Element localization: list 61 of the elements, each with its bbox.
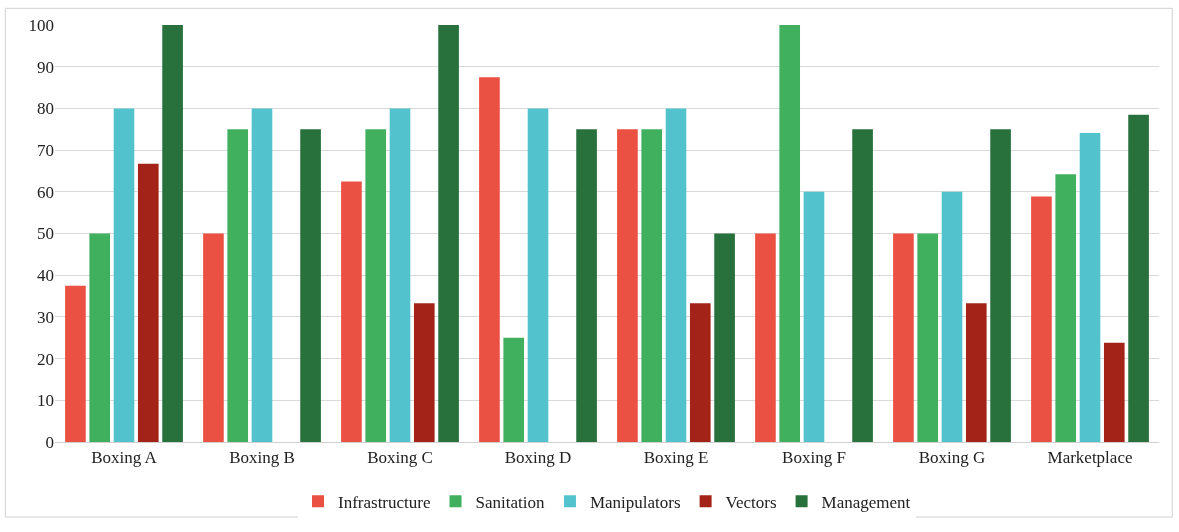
- bar: [365, 129, 387, 442]
- bar: [965, 303, 987, 442]
- x-tick-label: Boxing E: [643, 448, 709, 468]
- bar: [438, 25, 459, 442]
- x-tick-label: Boxing A: [91, 448, 158, 468]
- x-tick-label: Boxing G: [918, 448, 986, 468]
- legend-label: Vectors: [725, 492, 777, 512]
- legend-label: Infrastructure: [338, 492, 431, 512]
- bar: [779, 25, 801, 442]
- bar: [113, 108, 135, 442]
- bar: [1031, 196, 1052, 442]
- x-tick-label: Boxing C: [367, 448, 433, 468]
- bar: [479, 77, 500, 442]
- bar: [576, 129, 597, 442]
- bar: [893, 233, 914, 442]
- bar: [755, 233, 776, 442]
- bar: [1055, 174, 1077, 442]
- y-tick-label: 70: [37, 141, 54, 161]
- bar: [689, 303, 711, 442]
- bar: [413, 303, 435, 442]
- bar: [300, 129, 321, 442]
- y-tick-label: 0: [45, 432, 54, 452]
- bar: [1103, 342, 1125, 442]
- bar: [1128, 114, 1149, 442]
- y-tick-label: 50: [37, 224, 54, 244]
- y-tick-label: 90: [37, 57, 54, 77]
- bar: [203, 233, 224, 442]
- y-tick-label: 100: [28, 15, 54, 35]
- y-tick-label: 30: [37, 307, 54, 327]
- y-tick-label: 60: [37, 182, 54, 202]
- x-tick-label: Boxing B: [229, 448, 295, 468]
- bar: [852, 129, 873, 442]
- bar: [227, 129, 249, 442]
- legend-label: Manipulators: [589, 492, 681, 512]
- bar: [251, 108, 273, 442]
- y-tick-label: 20: [37, 349, 54, 369]
- legend-label: Sanitation: [475, 492, 545, 512]
- x-tick-label: Boxing F: [782, 448, 846, 468]
- y-tick-label: 40: [37, 266, 54, 286]
- bar: [617, 129, 638, 442]
- bar: [665, 108, 687, 442]
- bar: [389, 108, 411, 442]
- bar: [941, 191, 963, 442]
- bar: [527, 108, 549, 442]
- bar: [503, 337, 525, 442]
- bar: [162, 25, 183, 442]
- bar: [641, 129, 663, 442]
- bar: [917, 233, 939, 442]
- bar: [803, 191, 825, 442]
- y-tick-label: 10: [37, 391, 54, 411]
- bar: [990, 129, 1011, 442]
- bar: [714, 233, 735, 442]
- bar: [65, 285, 86, 442]
- y-tick-label: 80: [37, 99, 54, 119]
- bar: [137, 163, 159, 442]
- x-tick-label: Boxing D: [504, 448, 572, 468]
- legend-label: Management: [821, 492, 911, 512]
- x-tick-label: Marketplace: [1047, 448, 1133, 468]
- bar: [89, 233, 111, 442]
- bar: [341, 181, 362, 442]
- bar: [1079, 133, 1101, 442]
